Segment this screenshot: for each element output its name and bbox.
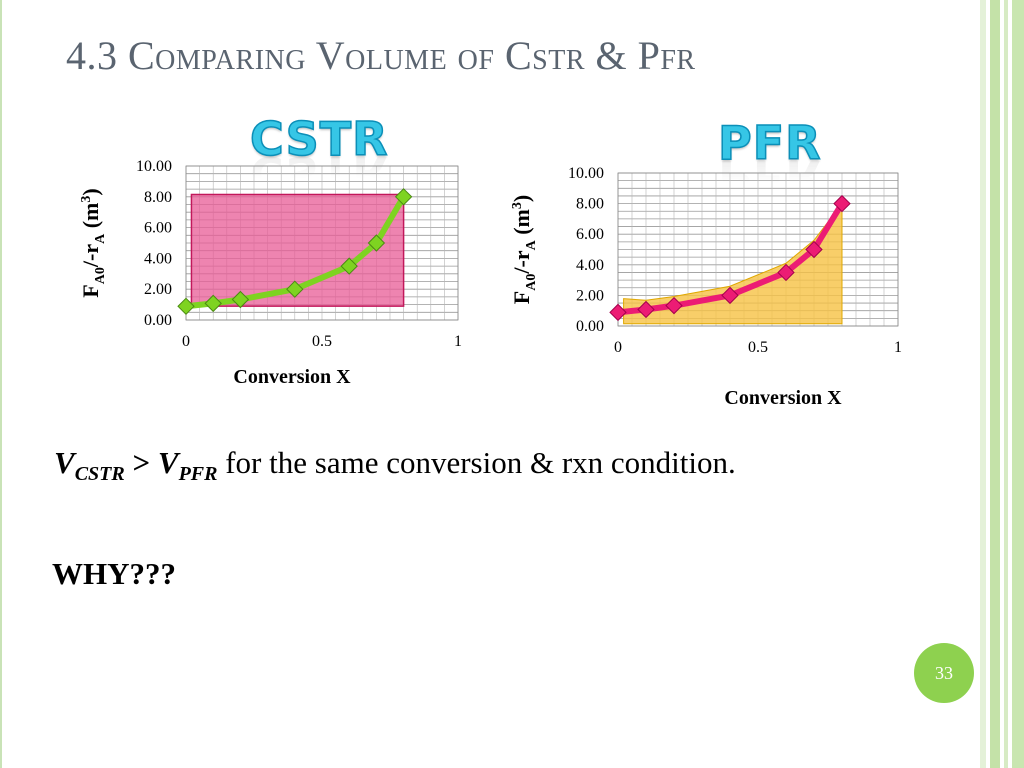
- v-pfr: VPFR: [157, 445, 218, 486]
- data-point-marker: [721, 286, 739, 305]
- x-tick-label: 0: [614, 339, 622, 356]
- y-tick-label: 4.00: [144, 250, 172, 267]
- data-point-marker: [665, 296, 683, 315]
- y-tick-label: 8.00: [144, 189, 172, 206]
- data-point-marker: [805, 240, 823, 259]
- pfr-heading-text: PFR: [717, 115, 822, 171]
- y-tick-label: 6.00: [144, 220, 172, 237]
- slide-title: 4.3 Comparing Volume of Cstr & Pfr: [66, 33, 696, 78]
- plot-border: [185, 165, 459, 321]
- data-point-marker: [394, 188, 413, 206]
- data-point-marker: [231, 290, 250, 309]
- y-axis-label: FA0/-rA (m3): [78, 188, 108, 297]
- x-axis-label: Conversion X: [724, 387, 842, 409]
- x-tick-label: 1: [894, 339, 902, 356]
- pfr-volume-area: [623, 202, 843, 325]
- y-tick-label: 8.00: [576, 196, 604, 213]
- y-tick-label: 0.00: [144, 312, 172, 329]
- y-tick-label: 10.00: [568, 165, 604, 182]
- x-tick-label: 0.5: [312, 333, 332, 350]
- plot-border: [617, 172, 899, 327]
- data-point-marker: [367, 234, 386, 252]
- data-point-marker: [609, 303, 627, 322]
- data-point-marker: [777, 263, 795, 282]
- y-tick-label: 10.00: [136, 158, 172, 175]
- cstr-chart: 0.00 2.00 4.00 6.00 8.00 10.00 0 0.5 1 Conversion…: [78, 158, 462, 388]
- cstr-heading-text: CSTR: [249, 111, 389, 167]
- x-tick-label: 0: [182, 333, 190, 350]
- y-axis-label: FA0/-rA (m3): [509, 195, 539, 304]
- page-number-badge: 33: [914, 643, 974, 703]
- v-cstr: VCSTR: [54, 445, 125, 486]
- data-point-marker: [177, 297, 195, 316]
- y-tick-label: 4.00: [576, 257, 604, 274]
- y-tick-label: 2.00: [576, 287, 604, 304]
- why-question: WHY???: [52, 556, 176, 591]
- data-point-marker: [204, 294, 222, 313]
- data-point-marker: [286, 280, 304, 298]
- y-tick-label: 0.00: [576, 318, 604, 335]
- data-point-marker: [340, 257, 358, 275]
- statement-rest: for the same conversion & rxn condition.: [217, 445, 736, 480]
- data-point-marker: [637, 300, 655, 319]
- cstr-heading: CSTR CSTR: [249, 111, 389, 200]
- y-tick-label: 6.00: [576, 226, 604, 243]
- left-frame-line: [0, 0, 2, 768]
- x-axis-label: Conversion X: [233, 366, 351, 388]
- greater-than: >: [124, 445, 158, 480]
- right-decorative-stripes: [980, 0, 1024, 768]
- comparison-statement: VCSTR > VPFR for the same conversion & r…: [54, 445, 736, 486]
- data-point-marker: [833, 194, 851, 213]
- pfr-chart: 0.00 2.00 4.00 6.00 8.00 10.00 0 0.5 1 Conversion…: [509, 165, 902, 409]
- x-tick-label: 1: [454, 333, 462, 350]
- pfr-heading: PFR PFR: [717, 115, 822, 204]
- y-tick-label: 2.00: [144, 281, 172, 298]
- x-tick-label: 0.5: [748, 339, 768, 356]
